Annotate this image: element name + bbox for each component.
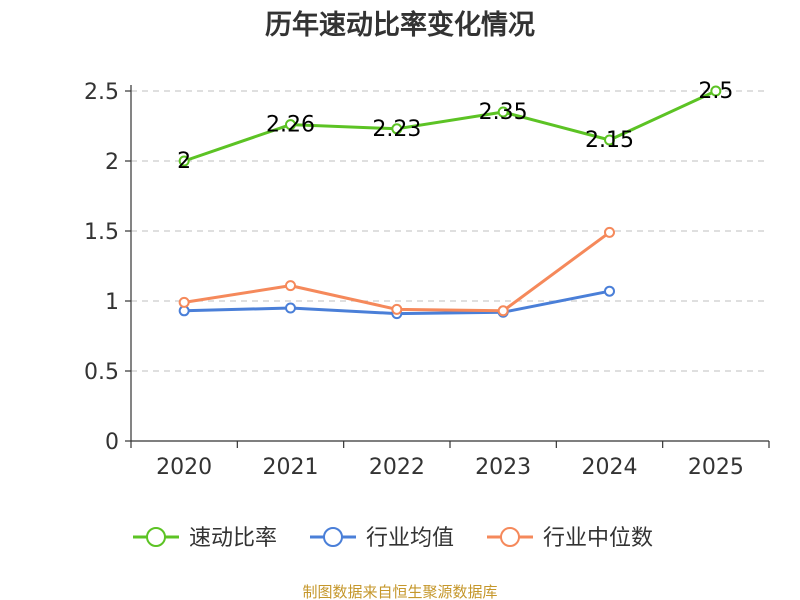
legend-item-1[interactable]: 行业均值	[310, 526, 454, 551]
chart-title: 历年速动比率变化情况	[265, 9, 535, 41]
data-point[interactable]	[285, 280, 296, 292]
series-lines	[178, 85, 722, 320]
data-point[interactable]	[604, 285, 615, 297]
x-tick-label: 2021	[263, 455, 319, 480]
data-label: 2.15	[585, 128, 634, 153]
data-point[interactable]	[178, 296, 190, 308]
legend-label: 行业均值	[366, 526, 454, 551]
legend-label: 行业中位数	[543, 526, 653, 551]
x-tick-label: 2025	[688, 455, 744, 480]
x-tick-label: 2020	[156, 455, 212, 480]
data-label: 2.35	[479, 100, 528, 125]
data-label: 2.26	[266, 113, 315, 138]
data-label: 2.23	[372, 117, 421, 142]
data-point[interactable]	[178, 155, 190, 167]
data-point[interactable]	[391, 123, 403, 135]
y-tick-label: 1.5	[84, 220, 119, 245]
data-point[interactable]	[497, 305, 509, 317]
legend[interactable]: 速动比率 行业均值 行业中位数	[133, 526, 653, 551]
y-tick-label: 0.5	[84, 360, 119, 385]
legend-marker-icon	[146, 527, 166, 547]
data-labels: 2 2.26 2.23 2.35 2.15 2.5	[177, 79, 733, 174]
y-tick-label: 2	[105, 150, 119, 175]
y-tick-label: 2.5	[84, 80, 119, 105]
series-2	[178, 226, 615, 317]
data-label: 2.5	[698, 79, 733, 104]
grid-lines	[131, 90, 769, 372]
x-tick-label: 2022	[369, 455, 425, 480]
data-point[interactable]	[285, 119, 296, 131]
y-tick-label: 0	[105, 430, 119, 455]
series-line	[183, 89, 717, 163]
axes: 0 0.5 1 1.5 2 2.5 2020 2021 2022 2023 2024 2025	[84, 80, 770, 480]
y-tick-label: 1	[105, 290, 119, 315]
series-0	[178, 85, 722, 167]
series-line	[183, 231, 611, 313]
data-point[interactable]	[604, 134, 615, 146]
legend-item-0[interactable]: 速动比率	[133, 526, 277, 551]
legend-label: 速动比率	[189, 526, 277, 551]
legend-item-2[interactable]: 行业中位数	[487, 526, 653, 551]
data-point[interactable]	[497, 106, 509, 118]
data-point[interactable]	[710, 85, 722, 97]
data-label: 2	[177, 149, 191, 174]
source-note: 制图数据来自恒生聚源数据库	[302, 583, 497, 600]
data-point[interactable]	[285, 302, 296, 314]
data-point[interactable]	[391, 303, 403, 315]
x-tick-label: 2023	[475, 455, 531, 480]
legend-marker-icon	[500, 527, 520, 547]
legend-marker-icon	[323, 527, 343, 547]
data-point[interactable]	[604, 226, 615, 238]
x-tick-label: 2024	[582, 455, 638, 480]
